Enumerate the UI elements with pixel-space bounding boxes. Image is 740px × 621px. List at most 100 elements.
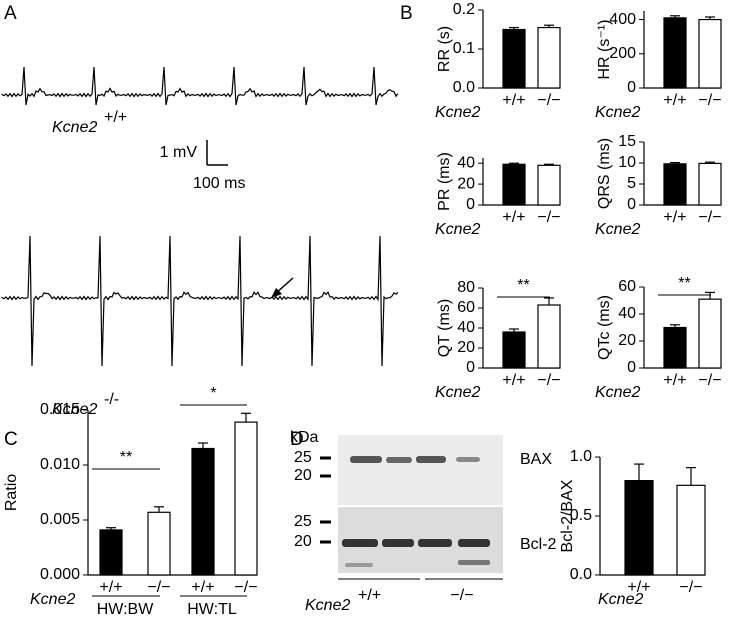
- y-tick-label: 80: [457, 279, 475, 296]
- marker-dashes: [320, 456, 331, 544]
- y-tick-label: 0.010: [40, 456, 80, 473]
- y-tick-label: 400: [609, 11, 636, 28]
- blot-genotype: +/+: [358, 587, 381, 604]
- bar: [502, 331, 526, 369]
- x-tick-label: −/−: [234, 579, 257, 596]
- x-axis-label: Kcne2: [30, 591, 75, 608]
- y-tick-label: 0: [466, 196, 475, 213]
- panel-label: C: [4, 429, 18, 450]
- ecg-genotype: +/+: [104, 109, 127, 126]
- blot-protein: Bcl-2: [520, 536, 557, 553]
- y-tick-label: 0: [627, 359, 636, 376]
- band: [342, 539, 378, 547]
- y-tick-label: 10: [618, 154, 636, 171]
- y-tick-label: 0.005: [40, 511, 80, 528]
- band: [458, 539, 490, 547]
- blot-genotype: −/−: [450, 587, 473, 604]
- y-tick-label: 0: [466, 359, 475, 376]
- bar: [663, 326, 687, 369]
- x-axis-label: Kcne2: [435, 221, 480, 238]
- band: [458, 560, 490, 565]
- significance-label: **: [120, 449, 132, 466]
- x-axis-label: Kcne2: [435, 104, 480, 121]
- x-tick-label: −/−: [537, 209, 560, 226]
- band: [345, 563, 373, 567]
- x-axis-label: Kcne2: [598, 591, 643, 608]
- bar: [99, 529, 123, 576]
- group-label: HW:TL: [187, 601, 237, 618]
- y-tick-label: 40: [457, 319, 475, 336]
- x-tick-label: −/−: [147, 579, 170, 596]
- x-tick-label: −/−: [537, 372, 560, 389]
- bar: [698, 298, 722, 369]
- blot-protein: BAX: [520, 451, 552, 468]
- x-axis-label: Kcne2: [595, 384, 640, 401]
- y-axis-label: RR (s): [436, 26, 453, 72]
- y-tick-label: 0.2: [453, 1, 475, 18]
- ecg-gene: Kcne2: [52, 119, 97, 136]
- x-tick-label: −/−: [537, 92, 560, 109]
- y-tick-label: 0: [627, 196, 636, 213]
- blot-bax: [338, 435, 503, 505]
- y-tick-label: 0: [627, 79, 636, 96]
- y-tick-label: 20: [457, 339, 475, 356]
- y-tick-label: 0.015: [40, 401, 80, 418]
- y-tick-label: 0.0: [453, 79, 475, 96]
- y-axis-label: QTc (ms): [596, 295, 613, 360]
- y-tick-label: 40: [618, 305, 636, 322]
- bar: [147, 511, 171, 576]
- ecg-gene: Kcne2: [52, 401, 97, 418]
- blot-marker: 25: [294, 449, 312, 466]
- y-tick-label: 200: [609, 45, 636, 62]
- y-tick-label: 60: [618, 278, 636, 295]
- scale-label: 1 mV: [160, 144, 198, 161]
- bar: [191, 447, 215, 576]
- blot-unit: kDa: [290, 429, 319, 446]
- bar: [676, 484, 706, 576]
- panel-label: D: [290, 429, 304, 450]
- x-tick-label: +/+: [502, 209, 525, 226]
- y-axis-label: QT (ms): [436, 299, 453, 357]
- y-tick-label: 5: [627, 175, 636, 192]
- x-axis-label: Kcne2: [435, 384, 480, 401]
- bar: [502, 28, 526, 89]
- band: [382, 539, 414, 547]
- x-axis-label: Kcne2: [595, 104, 640, 121]
- band: [350, 456, 382, 463]
- y-tick-label: 0.5: [570, 507, 592, 524]
- x-tick-label: +/+: [191, 579, 214, 596]
- y-tick-label: 0.1: [453, 40, 475, 57]
- y-axis-label: Ratio: [3, 474, 20, 511]
- group-label: HW:BW: [97, 601, 154, 618]
- y-tick-label: 60: [457, 299, 475, 316]
- y-axis-label: QRS (ms): [596, 138, 613, 209]
- y-tick-label: 0.000: [40, 566, 80, 583]
- significance-label: **: [517, 277, 529, 294]
- band: [416, 456, 446, 463]
- bar: [537, 304, 561, 369]
- x-tick-label: −/−: [698, 372, 721, 389]
- blot-marker: 20: [294, 533, 312, 550]
- x-tick-label: +/+: [663, 209, 686, 226]
- bar: [698, 162, 722, 206]
- y-axis-label: Bcl-2/BAX: [559, 479, 576, 552]
- y-tick-label: 1.0: [570, 448, 592, 465]
- band: [418, 539, 452, 547]
- y-tick-label: 20: [457, 175, 475, 192]
- bar: [624, 480, 654, 576]
- bar: [698, 18, 722, 89]
- bar: [663, 163, 687, 206]
- arrow-head: [271, 288, 282, 298]
- bar: [234, 421, 258, 576]
- x-tick-label: +/+: [99, 579, 122, 596]
- significance-label: **: [678, 275, 690, 292]
- bar: [502, 163, 526, 206]
- band: [456, 457, 480, 462]
- scale-label: 100 ms: [193, 175, 245, 192]
- blot-marker: 25: [294, 513, 312, 530]
- western-blot: [338, 435, 503, 573]
- significance-label: *: [210, 385, 216, 402]
- blot-marker: 20: [294, 467, 312, 484]
- x-tick-label: −/−: [698, 209, 721, 226]
